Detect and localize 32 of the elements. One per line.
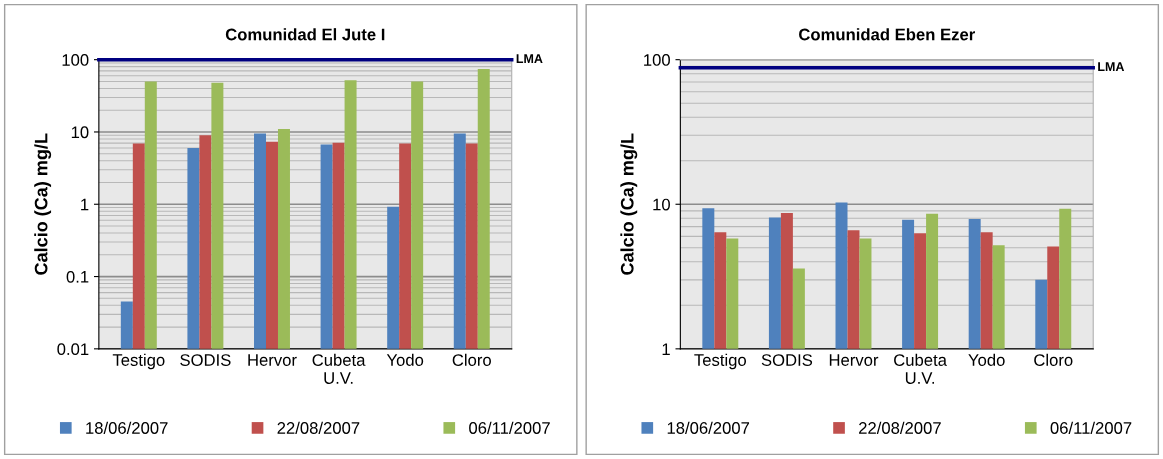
- x-tick-label: Cubeta U.V.: [894, 353, 947, 384]
- y-tick-label: 10: [653, 198, 670, 211]
- legend-label: 06/11/2007: [1050, 421, 1132, 434]
- x-tick-label: Cloro: [452, 353, 491, 366]
- chart-title: Comunidad Eben Ezer: [799, 28, 975, 41]
- ref-line-label: LMA: [1098, 62, 1125, 71]
- x-tick-label: Yodo: [968, 353, 1005, 366]
- x-tick-label: Testigo: [112, 353, 165, 370]
- x-tick-label: SODIS: [761, 354, 813, 366]
- y-tick-label: 10: [71, 126, 89, 139]
- legend-label: 22/08/2007: [277, 421, 360, 434]
- x-tick-label: Cloro: [1034, 353, 1073, 366]
- y-tick-label: 0.01: [57, 343, 89, 356]
- x-tick-label: Yodo: [386, 353, 424, 366]
- y-tick-label: 1: [81, 198, 89, 211]
- y-axis-title: Calcio (Ca) mg/L: [620, 133, 638, 275]
- x-tick-label: Hervor: [829, 354, 879, 366]
- x-tick-label: Testigo: [694, 353, 747, 370]
- x-tick-label: Cubeta U.V.: [312, 353, 366, 384]
- y-tick-label: 0.1: [66, 270, 89, 283]
- x-tick-label: Hervor: [248, 354, 297, 366]
- legend-label: 18/06/2007: [667, 421, 750, 434]
- chart-title: Comunidad El Jute I: [225, 28, 385, 41]
- legend-label: 18/06/2007: [86, 421, 168, 434]
- y-tick-label: 100: [644, 54, 670, 66]
- legend-label: 22/08/2007: [859, 421, 941, 434]
- legend-label: 06/11/2007: [469, 421, 550, 434]
- x-tick-label: SODIS: [180, 354, 231, 366]
- y-tick-label: 100: [62, 54, 89, 66]
- y-axis-title: Calcio (Ca) mg/L: [34, 133, 52, 275]
- y-tick-label: 1: [662, 343, 670, 355]
- ref-line-label: LMA: [516, 54, 543, 63]
